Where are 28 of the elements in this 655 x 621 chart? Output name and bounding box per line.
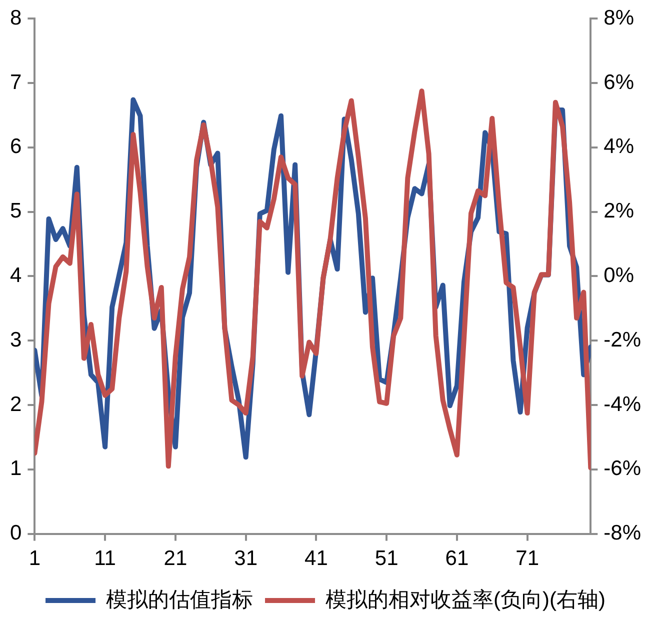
y-tick-label: 1 (10, 457, 22, 480)
y-tick-label: 0 (10, 522, 22, 545)
x-tick-label: 31 (234, 547, 258, 570)
y2-tick-label: 8% (604, 6, 634, 30)
y2-tick-label: 6% (604, 70, 634, 94)
y-tick-label: 2 (10, 392, 22, 416)
y-tick-label: 6 (10, 135, 22, 158)
y-tick-label: 5 (10, 200, 22, 223)
y-tick-label: 4 (10, 264, 22, 287)
y-tick-label: 7 (10, 70, 22, 94)
x-tick-label: 61 (445, 547, 469, 570)
y2-tick-label: 4% (604, 135, 634, 158)
y2-tick-label: -2% (604, 328, 642, 352)
x-tick-label: 11 (94, 547, 116, 570)
x-tick-label: 51 (374, 547, 398, 570)
x-tick-label: 41 (304, 547, 328, 570)
y2-tick-label: 0% (604, 264, 634, 287)
x-tick-label: 21 (164, 547, 188, 570)
y2-tick-label: 2% (604, 200, 634, 223)
y-tick-label: 8 (10, 6, 22, 30)
y2-tick-label: -8% (604, 522, 642, 545)
x-tick-label: 71 (516, 547, 539, 570)
x-tick-label: 1 (28, 547, 41, 570)
y2-tick-label: -4% (604, 392, 642, 416)
legend-label: 模拟的估值指标 (106, 588, 254, 612)
legend-label: 模拟的相对收益率(负向)(右轴) (326, 588, 606, 612)
y-tick-label: 3 (10, 328, 22, 352)
y2-tick-label: -6% (604, 457, 642, 480)
